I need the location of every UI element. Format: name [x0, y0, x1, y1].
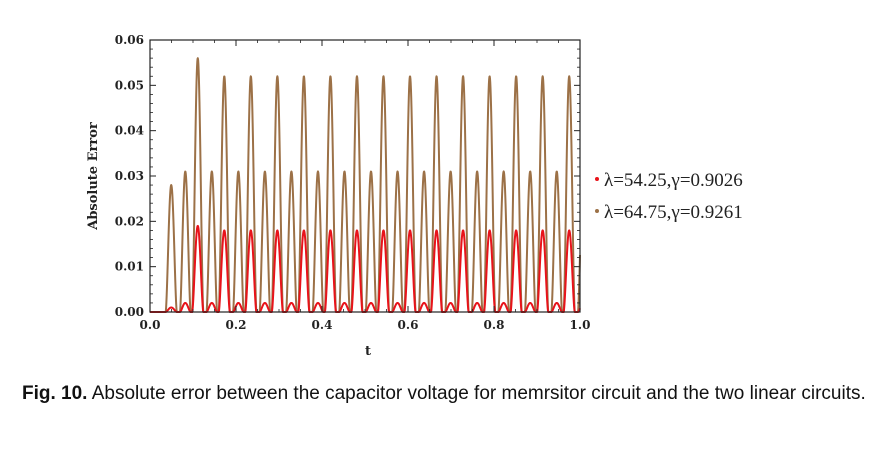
x-tick-label: 1.0	[570, 318, 591, 332]
y-tick-label: 0.03	[115, 169, 144, 183]
x-tick-label: 0.8	[484, 318, 505, 332]
x-axis-label: t	[365, 344, 371, 359]
series-layer	[149, 57, 581, 313]
legend: λ=54.25,γ=0.9026 λ=64.75,γ=0.9261	[595, 170, 743, 223]
chart: 0.0 0.2 0.4 0.6 0.8 1.0 0.00 0.01 0.02 0.03 0.04 0.…	[86, 33, 743, 359]
ticks-layer: 0.0 0.2 0.4 0.6 0.8 1.0 0.00 0.01 0.02 0.03 0.04 0.…	[115, 33, 591, 332]
y-tick-label: 0.00	[115, 305, 144, 319]
y-tick-label: 0.01	[115, 260, 144, 274]
y-tick-label: 0.04	[115, 124, 144, 138]
figure-caption: Fig. 10. Absolute error between the capa…	[22, 382, 872, 406]
x-tick-label: 0.4	[312, 318, 333, 332]
legend-marker-series-1	[595, 177, 599, 181]
legend-label-series-2: λ=64.75,γ=0.9261	[604, 202, 743, 223]
legend-marker-series-2	[595, 209, 599, 213]
y-tick-label: 0.05	[115, 78, 144, 92]
x-tick-label: 0.0	[140, 318, 161, 332]
y-axis-label: Absolute Error	[86, 122, 101, 231]
y-tick-label: 0.06	[115, 33, 144, 47]
x-tick-label: 0.6	[398, 318, 419, 332]
y-tick-label: 0.02	[115, 214, 144, 228]
caption-text: Absolute error between the capacitor vol…	[87, 383, 866, 404]
x-tick-label: 0.2	[226, 318, 247, 332]
caption-label: Fig. 10.	[22, 383, 88, 404]
series-line-1	[149, 57, 581, 313]
legend-label-series-1: λ=54.25,γ=0.9026	[604, 170, 743, 191]
